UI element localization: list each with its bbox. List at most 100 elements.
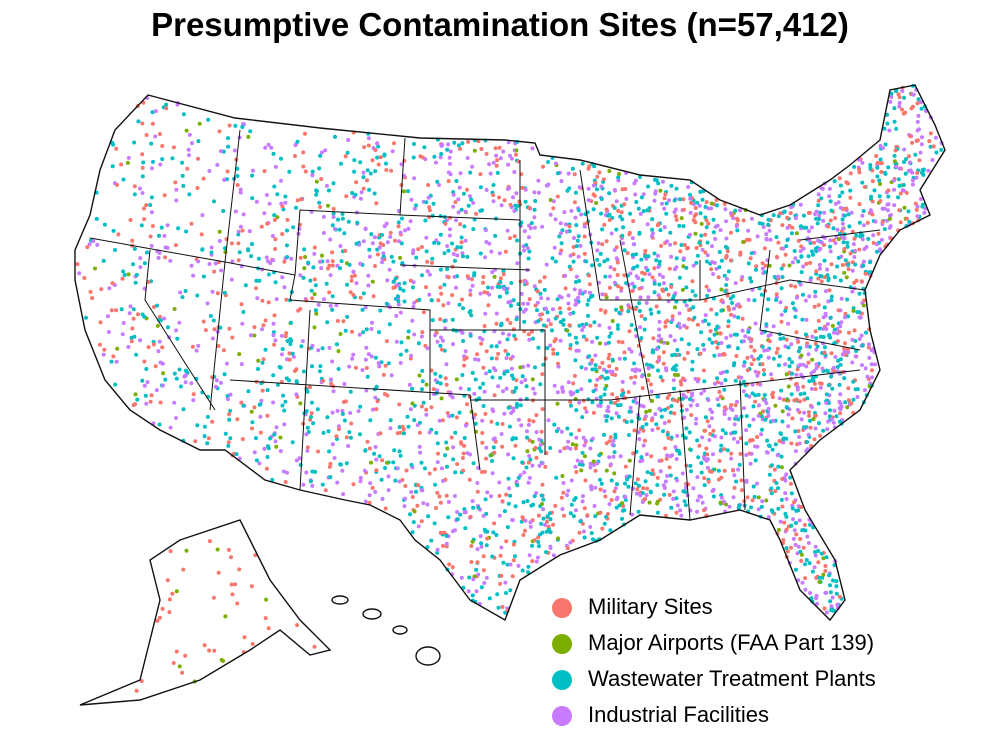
- site-dot: [761, 368, 766, 372]
- site-dot: [418, 450, 423, 455]
- site-dot: [452, 140, 457, 145]
- site-dot: [256, 256, 261, 261]
- site-dot: [393, 478, 398, 483]
- site-dot: [709, 206, 714, 211]
- site-dot: [285, 217, 290, 222]
- site-dot: [577, 279, 582, 283]
- site-dot: [861, 259, 866, 264]
- site-dot: [548, 198, 553, 202]
- site-dot: [353, 365, 358, 370]
- site-dot: [714, 340, 719, 344]
- site-dot: [779, 454, 784, 459]
- site-dot: [285, 255, 290, 259]
- site-dot: [580, 450, 585, 455]
- site-dot: [509, 366, 514, 371]
- site-dot: [519, 291, 524, 296]
- site-dot: [817, 326, 822, 331]
- site-dot: [285, 228, 289, 233]
- site-dot: [582, 506, 587, 511]
- site-dot: [696, 455, 701, 460]
- site-dot: [814, 269, 819, 274]
- site-dot: [111, 228, 116, 233]
- site-dot: [812, 240, 817, 245]
- site-dot: [637, 437, 642, 442]
- site-dot: [497, 340, 502, 345]
- site-dot: [446, 248, 451, 253]
- site-dot: [468, 288, 473, 293]
- site-dot: [519, 423, 524, 428]
- site-dot: [674, 217, 679, 222]
- site-dot: [551, 553, 556, 558]
- site-dot: [571, 245, 576, 249]
- site-dot: [688, 447, 693, 452]
- site-dot: [559, 429, 564, 434]
- site-dot: [851, 397, 856, 402]
- site-dot: [453, 200, 458, 205]
- site-dot: [153, 364, 158, 369]
- site-dot: [638, 211, 643, 216]
- site-dot: [886, 188, 891, 193]
- site-dot: [412, 142, 416, 146]
- site-dot: [646, 373, 651, 378]
- site-dot: [131, 262, 136, 267]
- site-dot: [343, 248, 348, 253]
- site-dot: [496, 384, 501, 389]
- site-dot: [744, 428, 749, 433]
- site-dot: [684, 303, 689, 308]
- site-dot: [300, 339, 305, 344]
- site-dot: [472, 271, 477, 276]
- site-dot: [604, 207, 609, 212]
- site-dot: [459, 207, 464, 212]
- site-dot: [593, 353, 598, 358]
- site-dot: [110, 281, 115, 286]
- site-dot: [688, 196, 693, 201]
- site-dot: [812, 437, 817, 442]
- site-dot: [669, 254, 674, 259]
- site-dot: [670, 314, 675, 319]
- site-dot: [705, 253, 710, 258]
- site-dot: [834, 584, 839, 589]
- site-dot: [235, 601, 240, 606]
- site-dot: [508, 321, 513, 325]
- site-dot: [863, 271, 868, 276]
- site-dot: [817, 575, 822, 580]
- site-dot: [789, 523, 794, 528]
- site-dot: [409, 353, 414, 358]
- site-dot: [796, 544, 801, 549]
- site-dot: [756, 495, 761, 500]
- site-dot: [420, 387, 424, 392]
- site-dot: [316, 302, 321, 307]
- site-dot: [663, 407, 667, 412]
- site-dot: [511, 406, 516, 411]
- site-dot: [590, 263, 594, 268]
- site-dot: [132, 246, 137, 251]
- site-dot: [403, 484, 408, 488]
- site-dot: [777, 439, 782, 443]
- site-dot: [325, 415, 330, 420]
- site-dot: [703, 428, 708, 433]
- site-dot: [440, 418, 445, 423]
- site-dot: [438, 214, 443, 219]
- site-dot: [597, 453, 602, 458]
- site-dot: [458, 386, 463, 391]
- site-dot: [540, 502, 544, 506]
- site-dot: [628, 211, 633, 216]
- site-dot: [378, 308, 383, 313]
- site-dot: [479, 541, 484, 546]
- site-dot: [367, 187, 372, 192]
- site-dot: [315, 407, 320, 412]
- site-dot: [173, 180, 178, 185]
- site-dot: [817, 262, 822, 267]
- site-dot: [374, 201, 379, 206]
- site-dot: [886, 165, 891, 170]
- site-dot: [676, 373, 680, 377]
- site-dot: [166, 325, 170, 330]
- site-dot: [800, 528, 805, 533]
- site-dot: [266, 300, 271, 305]
- site-dot: [488, 171, 493, 176]
- site-dot: [709, 416, 714, 421]
- site-dot: [662, 206, 667, 211]
- site-dot: [580, 415, 585, 420]
- site-dot: [598, 477, 602, 482]
- site-dot: [900, 107, 904, 112]
